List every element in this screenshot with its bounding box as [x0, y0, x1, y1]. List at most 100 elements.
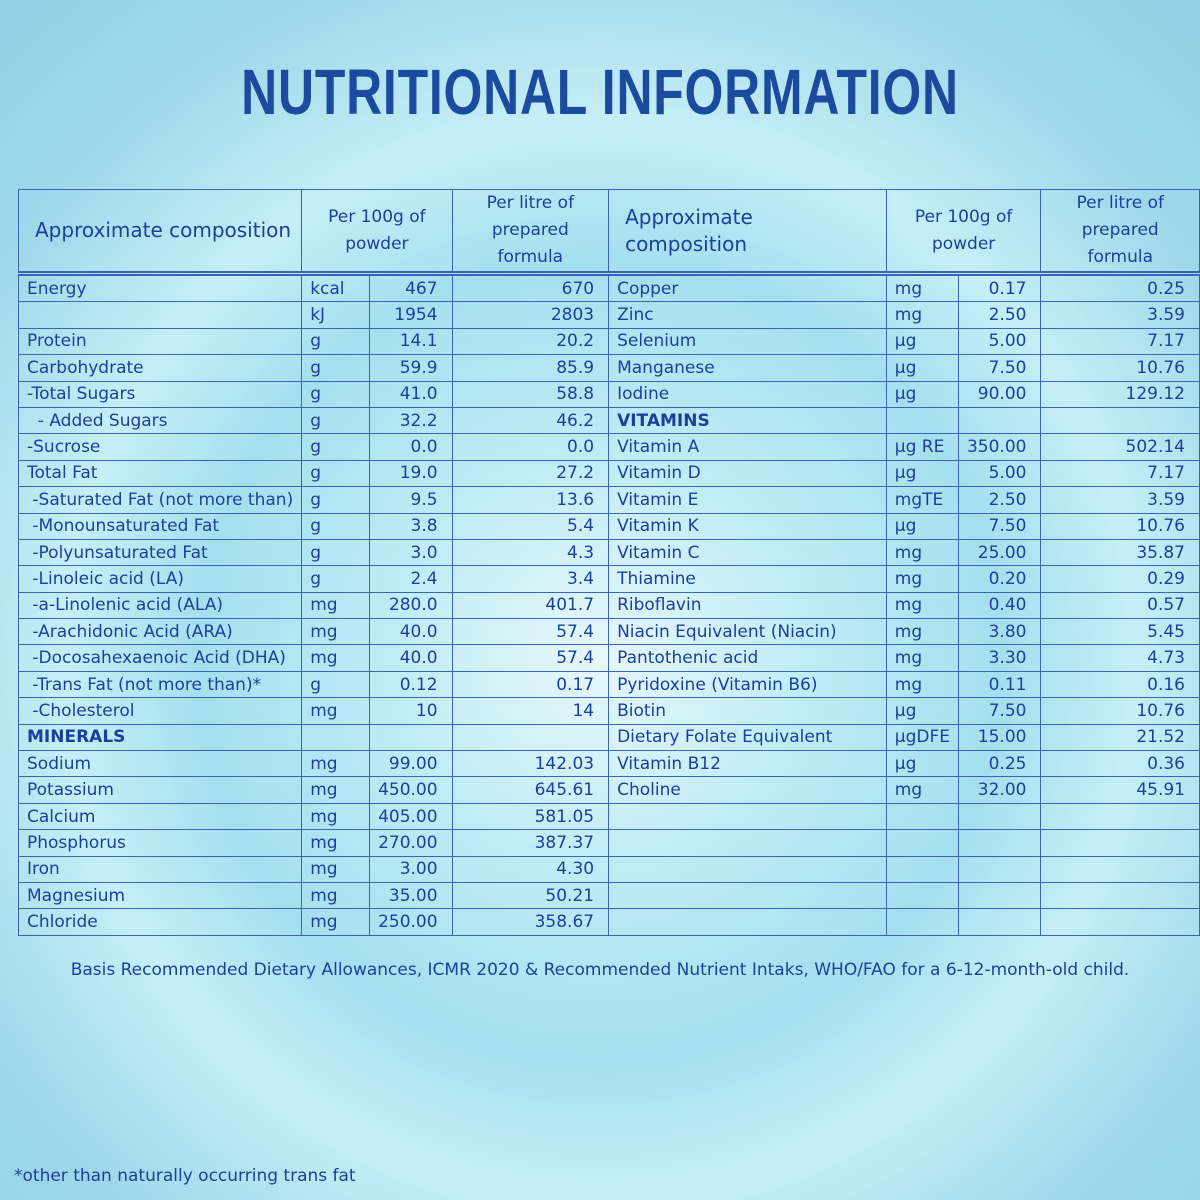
- header-row: Approximate composition Per 100g of powd…: [17, 189, 1200, 274]
- cell: -Docosahexaenoic Acid (DHA): [17, 644, 303, 672]
- cell: 2.50: [957, 486, 1042, 514]
- header-cell: Per litre of prepared formula: [1040, 189, 1200, 274]
- cell: Vitamin C: [608, 538, 887, 567]
- cell: µg: [885, 459, 959, 488]
- cell: 99.00: [369, 750, 453, 778]
- cell: - Added Sugars: [17, 406, 303, 435]
- cell: mg: [885, 565, 959, 593]
- cell: Total Fat: [17, 459, 303, 488]
- cell: Vitamin K: [608, 512, 887, 540]
- cell: 10.76: [1040, 512, 1200, 540]
- cell: 9.5: [369, 486, 453, 514]
- cell: 10: [369, 697, 453, 725]
- cell: 7.17: [1040, 459, 1200, 488]
- table-row: Phosphorus mg 270.00 387.37: [17, 829, 1200, 857]
- cell: [957, 802, 1042, 831]
- cell: kcal: [301, 272, 371, 303]
- cell: 0.16: [1040, 670, 1200, 699]
- cell: -Saturated Fat (not more than): [17, 486, 303, 514]
- cell: g: [301, 670, 371, 699]
- cell: g: [301, 380, 371, 408]
- cell: g: [301, 406, 371, 435]
- cell: 27.2: [451, 459, 610, 488]
- cell: [369, 723, 453, 752]
- cell: 90.00: [957, 380, 1042, 408]
- cell: 450.00: [369, 776, 453, 804]
- cell: 250.00: [369, 908, 453, 936]
- header-cell: Approximate composition: [608, 189, 887, 274]
- cell: [1040, 802, 1200, 831]
- cell: [1040, 406, 1200, 435]
- cell: 3.80: [957, 618, 1042, 646]
- cell: 3.0: [369, 538, 453, 567]
- cell: 0.40: [957, 591, 1042, 620]
- cell: 401.7: [451, 591, 610, 620]
- cell: 45.91: [1040, 776, 1200, 804]
- header-cell: Per 100g of powder: [885, 189, 1042, 274]
- cell: 14: [451, 697, 610, 725]
- cell: 0.0: [451, 433, 610, 461]
- table-row: Protein g 14.1 20.2 Selenium µg 5.00 7.17: [17, 327, 1200, 356]
- cell: [957, 855, 1042, 883]
- cell: 2.50: [957, 301, 1042, 329]
- cell: mg: [301, 644, 371, 672]
- cell: Niacin Equivalent (Niacin): [608, 618, 887, 646]
- cell: mg: [301, 908, 371, 936]
- cell: 3.4: [451, 565, 610, 593]
- cell: -Trans Fat (not more than)*: [17, 670, 303, 699]
- cell: mg: [885, 618, 959, 646]
- cell: µg: [885, 380, 959, 408]
- cell: 57.4: [451, 618, 610, 646]
- cell: mg: [885, 776, 959, 804]
- cell: 467: [369, 272, 453, 303]
- header-cell: Approximate composition: [17, 189, 303, 274]
- cell: [957, 829, 1042, 857]
- cell: 0.20: [957, 565, 1042, 593]
- cell: Vitamin E: [608, 486, 887, 514]
- cell: 0.25: [957, 750, 1042, 778]
- cell: 21.52: [1040, 723, 1200, 752]
- cell: [608, 881, 887, 910]
- cell: 2.4: [369, 565, 453, 593]
- cell: mg: [885, 301, 959, 329]
- cell: 0.36: [1040, 750, 1200, 778]
- table-row: Calcium mg 405.00 581.05: [17, 802, 1200, 831]
- cell: [957, 881, 1042, 910]
- cell: [1040, 829, 1200, 857]
- cell: mgTE: [885, 486, 959, 514]
- cell: Vitamin B12: [608, 750, 887, 778]
- cell: -Polyunsaturated Fat: [17, 538, 303, 567]
- table-row: kJ 1954 2803 Zinc mg 2.50 3.59: [17, 301, 1200, 329]
- cell: Riboflavin: [608, 591, 887, 620]
- cell: Phosphorus: [17, 829, 303, 857]
- cell: µg: [885, 697, 959, 725]
- basis-note: Basis Recommended Dietary Allowances, IC…: [70, 960, 1130, 980]
- cell: [885, 829, 959, 857]
- table-row: Magnesium mg 35.00 50.21: [17, 881, 1200, 910]
- cell: [885, 881, 959, 910]
- cell: Copper: [608, 272, 887, 303]
- cell: Potassium: [17, 776, 303, 804]
- table-row: - Added Sugars g 32.2 46.2 VITAMINS: [17, 406, 1200, 435]
- cell: µg: [885, 750, 959, 778]
- cell: 405.00: [369, 802, 453, 831]
- cell: 350.00: [957, 433, 1042, 461]
- cell: mg: [885, 272, 959, 303]
- cell: Sodium: [17, 750, 303, 778]
- cell: Vitamin A: [608, 433, 887, 461]
- cell: µgDFE: [885, 723, 959, 752]
- cell: mg: [301, 591, 371, 620]
- cell: 4.73: [1040, 644, 1200, 672]
- cell: Zinc: [608, 301, 887, 329]
- table-row: MINERALS Dietary Folate Equivalent µgDFE 15…: [17, 723, 1200, 752]
- cell: 41.0: [369, 380, 453, 408]
- table-row: -Linoleic acid (LA) g 2.4 3.4 Thiamine mg 0.20…: [17, 565, 1200, 593]
- cell: Protein: [17, 327, 303, 356]
- table-row: -Saturated Fat (not more than) g 9.5 13.6 Vi…: [17, 486, 1200, 514]
- cell: mg: [301, 829, 371, 857]
- cell: 5.4: [451, 512, 610, 540]
- cell: 46.2: [451, 406, 610, 435]
